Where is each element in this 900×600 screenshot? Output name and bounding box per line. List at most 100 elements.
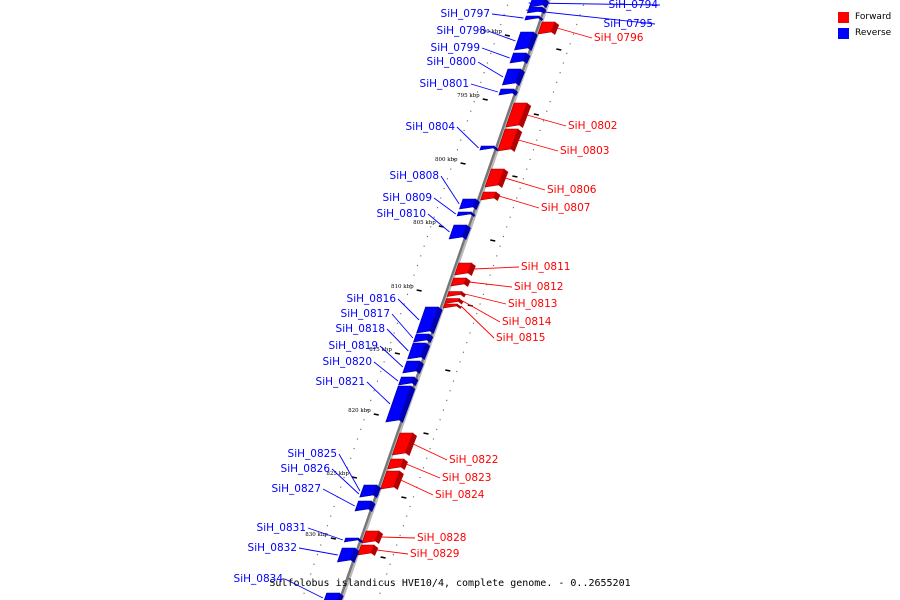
gene-connector <box>491 13 524 19</box>
gene-label: SiH_0812 <box>514 281 563 293</box>
gene-connector <box>331 468 360 495</box>
gene-feature-side <box>429 307 443 334</box>
gene-label: SiH_0824 <box>435 489 485 501</box>
gene-feature-side <box>493 192 501 201</box>
gene-connector <box>473 266 520 270</box>
gene-label: SiH_0794 <box>609 0 659 11</box>
gene-feature-side <box>470 212 476 217</box>
gene-connector <box>528 2 661 6</box>
gene-feature-side <box>460 291 466 298</box>
scale-tick <box>482 98 488 101</box>
gene-feature-side <box>537 16 544 21</box>
gene-feature-side <box>374 531 384 544</box>
gene-feature-side <box>426 334 434 343</box>
scale-label: 810 kbp <box>391 284 414 290</box>
gene-connector <box>386 328 409 352</box>
scale-tick-minor <box>556 48 562 51</box>
gene-feature-side <box>398 386 416 423</box>
gene-feature-SiH_0809 <box>456 211 473 217</box>
gene-connector <box>373 361 399 382</box>
gene-connector <box>400 479 434 496</box>
gene-label: SiH_0800 <box>427 56 476 68</box>
gene-feature-side <box>350 548 360 563</box>
gene-feature-side <box>518 103 532 128</box>
gene-feature-SiH_0817 <box>413 333 430 343</box>
gene-label: SiH_0797 <box>441 8 490 20</box>
gene-connector <box>433 197 457 215</box>
gene-connector <box>397 298 420 321</box>
legend-reverse: Reverse <box>838 25 891 41</box>
gene-connector <box>526 9 656 25</box>
legend-forward: Forward <box>838 9 891 25</box>
gene-label: SiH_0828 <box>417 532 466 544</box>
gene-feature-side <box>456 304 462 309</box>
gene-label: SiH_0823 <box>442 472 491 484</box>
gene-connector <box>298 547 338 556</box>
scale-tick <box>504 34 511 37</box>
gene-label: SiH_0834 <box>234 573 284 585</box>
gene-feature-side <box>420 343 431 360</box>
gene-connector <box>518 139 559 152</box>
gene-connector <box>391 313 414 339</box>
gene-feature-SiH_0812 <box>450 277 468 287</box>
reverse-swatch <box>838 27 849 39</box>
scale-tick-minor <box>401 496 407 499</box>
gene-label: SiH_0807 <box>541 202 590 214</box>
gene-feature-side <box>405 433 417 456</box>
scale-label: 800 kbp <box>435 157 458 163</box>
genome-caption: Sulfolobus islandicus HVE10/4, complete … <box>269 578 631 589</box>
gene-feature-side <box>336 593 344 600</box>
gene-label: SiH_0815 <box>496 332 545 344</box>
gene-feature-SiH_0831 <box>343 537 360 543</box>
gene-label: SiH_0817 <box>341 308 390 320</box>
gene-connector <box>470 83 499 93</box>
gene-feature-SiH_0814 <box>444 298 461 304</box>
scale-tick <box>394 352 401 355</box>
gene-connector <box>460 305 495 339</box>
gene-label: SiH_0806 <box>547 184 597 196</box>
gene-connector <box>412 443 448 461</box>
gene-label: SiH_0826 <box>281 463 331 475</box>
gene-feature-side <box>511 89 518 96</box>
gene-feature-side <box>393 471 404 490</box>
gene-label: SiH_0822 <box>449 454 498 466</box>
gene-connector <box>556 27 593 39</box>
scale-label: 820 kbp <box>348 408 371 414</box>
gene-feature-side <box>400 459 409 470</box>
scale-tick <box>373 413 379 416</box>
gene-label: SiH_0819 <box>329 340 378 352</box>
gene-feature-side <box>542 0 550 8</box>
gene-feature-SiH_0801 <box>498 88 515 96</box>
gene-connector <box>464 293 507 305</box>
gene-connector <box>469 281 513 288</box>
scale-label: 830 kbp <box>305 532 328 538</box>
gene-connector <box>462 300 501 323</box>
gene-feature-side <box>527 32 538 51</box>
scale-label: 805 kbp <box>413 220 436 226</box>
scale-tick <box>416 289 422 292</box>
gene-label: SiH_0820 <box>323 356 372 368</box>
gene-feature-side <box>522 53 531 64</box>
genome-axis-shadow <box>340 0 551 600</box>
gene-connector <box>406 463 441 479</box>
gene-feature-side <box>368 501 376 512</box>
gene-connector <box>376 549 409 555</box>
gene-label: SiH_0813 <box>508 298 557 310</box>
gene-connector <box>366 381 391 405</box>
gene-label: SiH_0832 <box>248 542 297 554</box>
gene-connector <box>526 114 567 127</box>
gene-label: SiH_0801 <box>420 78 469 90</box>
gene-label: SiH_0831 <box>257 522 306 534</box>
scale-tick-minor <box>380 556 386 559</box>
gene-label: SiH_0799 <box>431 42 480 54</box>
gene-label: SiH_0796 <box>594 32 644 44</box>
gene-connector <box>505 177 546 191</box>
gene-feature-SiH_0815 <box>442 303 459 309</box>
scale-tick-minor <box>533 113 539 116</box>
gene-feature-SiH_0807 <box>480 191 497 201</box>
gene-feature-side <box>357 538 363 543</box>
gene-connector <box>284 578 324 599</box>
gene-connector <box>498 195 540 209</box>
gene-connector <box>427 213 450 233</box>
